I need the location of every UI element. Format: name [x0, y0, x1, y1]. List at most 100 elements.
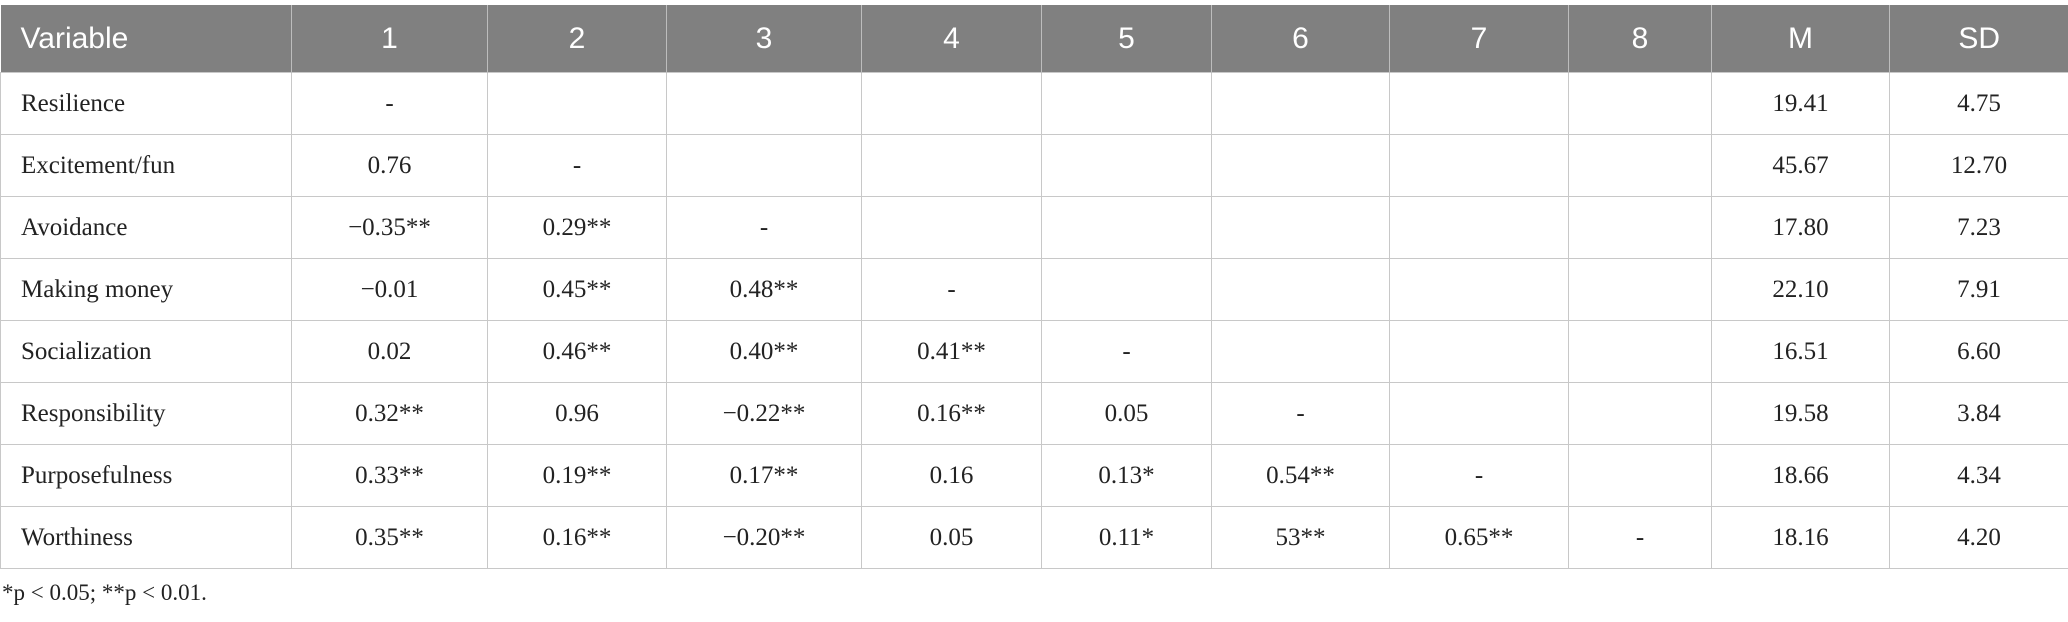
row-label: Socialization [0, 320, 292, 383]
empty-cell [487, 72, 667, 135]
row-label: Resilience [0, 72, 292, 135]
empty-cell [1568, 258, 1712, 321]
empty-cell [861, 72, 1042, 135]
empty-cell [1211, 196, 1390, 259]
empty-cell [1041, 72, 1212, 135]
correlation-cell: - [1211, 382, 1390, 445]
mean-cell: 22.10 [1711, 258, 1890, 321]
header-cell: M [1711, 5, 1890, 73]
correlation-cell: 0.17** [666, 444, 862, 507]
empty-cell [1568, 72, 1712, 135]
correlation-cell: - [1568, 506, 1712, 569]
header-cell: 1 [291, 5, 488, 73]
empty-cell [1211, 72, 1390, 135]
table-row: Purposefulness 0.33** 0.19** 0.17** 0.16 0.13… [0, 444, 2068, 507]
header-cell: Variable [0, 5, 292, 73]
header-cell: SD [1889, 5, 2068, 73]
correlation-cell: 0.02 [291, 320, 488, 383]
empty-cell [1568, 382, 1712, 445]
correlation-cell: 0.46** [487, 320, 667, 383]
sd-cell: 4.20 [1889, 506, 2068, 569]
table-body: Resilience -19.41 4.75 Excitement/fun 0.76-4… [0, 72, 2068, 569]
correlation-cell: 0.76 [291, 134, 488, 197]
empty-cell [1389, 258, 1569, 321]
empty-cell [1568, 134, 1712, 197]
correlation-cell: 0.41** [861, 320, 1042, 383]
empty-cell [1389, 72, 1569, 135]
sd-cell: 7.91 [1889, 258, 2068, 321]
table-row: Responsibility 0.32** 0.96 −0.22** 0.16** 0.0… [0, 382, 2068, 445]
correlation-cell: - [666, 196, 862, 259]
mean-cell: 18.66 [1711, 444, 1890, 507]
table-row: Excitement/fun 0.76- 45.67 12.70 [0, 134, 2068, 197]
correlation-cell: 53** [1211, 506, 1390, 569]
table-row: Resilience - 19.41 4.75 [0, 72, 2068, 135]
row-label: Responsibility [0, 382, 292, 445]
correlation-cell: 0.65** [1389, 506, 1569, 569]
correlation-cell: 0.45** [487, 258, 667, 321]
correlation-table: Variable 1 2 3 4 5 6 7 8 M SD Resilience -19.41 4.75… [0, 5, 2068, 569]
correlation-cell: 0.16 [861, 444, 1042, 507]
correlation-cell: −0.01 [291, 258, 488, 321]
row-label: Worthiness [0, 506, 292, 569]
correlation-cell: 0.05 [1041, 382, 1212, 445]
empty-cell [1041, 196, 1212, 259]
table-row: Making money −0.01 0.45** 0.48** - 22.10 7.91 [0, 258, 2068, 321]
empty-cell [1568, 444, 1712, 507]
empty-cell [861, 134, 1042, 197]
mean-cell: 17.80 [1711, 196, 1890, 259]
header-cell: 2 [487, 5, 667, 73]
sd-cell: 6.60 [1889, 320, 2068, 383]
empty-cell [1211, 258, 1390, 321]
correlation-cell: 0.16** [487, 506, 667, 569]
mean-cell: 19.58 [1711, 382, 1890, 445]
correlation-cell: 0.19** [487, 444, 667, 507]
mean-cell: 16.51 [1711, 320, 1890, 383]
correlation-cell: −0.20** [666, 506, 862, 569]
empty-cell [1568, 196, 1712, 259]
empty-cell [1041, 134, 1212, 197]
correlation-cell: 0.54** [1211, 444, 1390, 507]
row-label: Making money [0, 258, 292, 321]
empty-cell [1389, 134, 1569, 197]
correlation-cell: 0.05 [861, 506, 1042, 569]
empty-cell [1041, 258, 1212, 321]
correlation-cell: - [291, 72, 488, 135]
table-row: Worthiness 0.35** 0.16** −0.20** 0.05 0.11* 53… [0, 506, 2068, 569]
header-cell: 7 [1389, 5, 1569, 73]
sd-cell: 3.84 [1889, 382, 2068, 445]
empty-cell [666, 72, 862, 135]
correlation-cell: - [1389, 444, 1569, 507]
correlation-cell: - [1041, 320, 1212, 383]
correlation-cell: −0.35** [291, 196, 488, 259]
table-row: Avoidance −0.35** 0.29** - 17.80 7.23 [0, 196, 2068, 259]
correlation-cell: 0.29** [487, 196, 667, 259]
sd-cell: 4.34 [1889, 444, 2068, 507]
empty-cell [1211, 134, 1390, 197]
mean-cell: 18.16 [1711, 506, 1890, 569]
empty-cell [1389, 196, 1569, 259]
correlation-cell: - [487, 134, 667, 197]
row-label: Excitement/fun [0, 134, 292, 197]
correlation-cell: 0.11* [1041, 506, 1212, 569]
header-cell: 8 [1568, 5, 1712, 73]
empty-cell [861, 196, 1042, 259]
empty-cell [666, 134, 862, 197]
empty-cell [1389, 320, 1569, 383]
correlation-cell: 0.13* [1041, 444, 1212, 507]
sd-cell: 12.70 [1889, 134, 2068, 197]
header-cell: 4 [861, 5, 1042, 73]
correlation-cell: 0.32** [291, 382, 488, 445]
correlation-cell: 0.96 [487, 382, 667, 445]
empty-cell [1211, 320, 1390, 383]
row-label: Purposefulness [0, 444, 292, 507]
header-row: Variable 1 2 3 4 5 6 7 8 M SD [0, 5, 2068, 73]
correlation-cell: 0.40** [666, 320, 862, 383]
row-label: Avoidance [0, 196, 292, 259]
mean-cell: 19.41 [1711, 72, 1890, 135]
correlation-cell: 0.33** [291, 444, 488, 507]
correlation-cell: 0.35** [291, 506, 488, 569]
table-row: Socialization 0.02 0.46** 0.40** 0.41** - 16.5… [0, 320, 2068, 383]
correlation-cell: 0.48** [666, 258, 862, 321]
mean-cell: 45.67 [1711, 134, 1890, 197]
